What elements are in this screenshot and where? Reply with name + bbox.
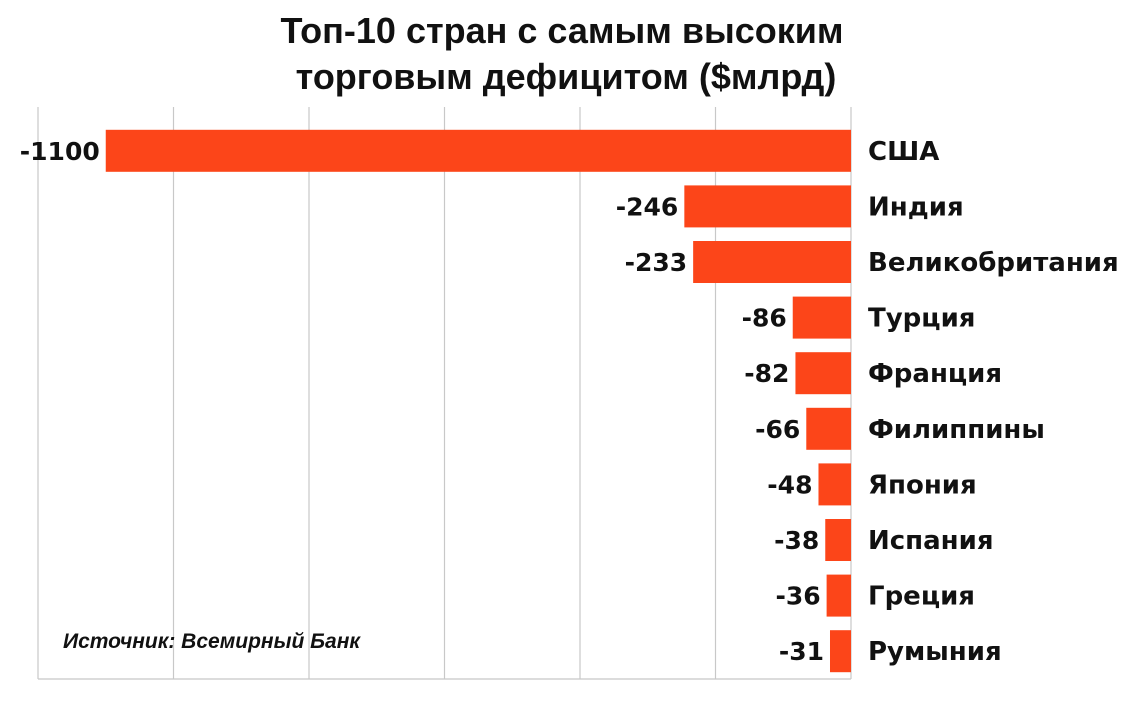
bars [105, 129, 851, 673]
chart-title-line-2: торговым дефицитом ($млрд) [296, 56, 837, 97]
labels: -1100 США -246 Индия -233 Великобритания -86 Ту… [20, 137, 1119, 667]
bar [829, 630, 851, 673]
value-label: -66 [755, 415, 800, 444]
category-label: Филиппины [868, 415, 1045, 445]
category-label: Индия [868, 192, 964, 222]
value-label: -82 [744, 359, 789, 388]
value-label: -48 [767, 470, 812, 499]
value-label: -31 [779, 637, 824, 666]
bar [826, 574, 851, 617]
bar [818, 463, 851, 506]
value-label: -36 [775, 582, 820, 611]
value-label: -233 [625, 248, 688, 277]
category-label: Испания [868, 526, 994, 556]
category-label: Румыния [868, 637, 1002, 667]
chart-title-line-1: Топ-10 стран с самым высоким [280, 10, 843, 51]
bar [684, 185, 851, 228]
category-label: Турция [868, 304, 975, 334]
bar [795, 352, 851, 395]
bar [105, 129, 851, 172]
bar [825, 519, 851, 561]
source-note: Источник: Всемирный Банк [63, 630, 361, 653]
bar [792, 296, 851, 339]
bar [693, 241, 851, 283]
category-label: Франция [868, 359, 1002, 389]
value-label: -1100 [20, 137, 100, 166]
category-label: США [868, 137, 939, 167]
value-label: -86 [742, 304, 787, 333]
category-label: Япония [868, 470, 977, 500]
category-label: Греция [868, 582, 975, 612]
value-label: -38 [774, 526, 819, 555]
category-label: Великобритания [868, 248, 1119, 278]
value-label: -246 [616, 192, 679, 221]
bar [806, 407, 851, 450]
